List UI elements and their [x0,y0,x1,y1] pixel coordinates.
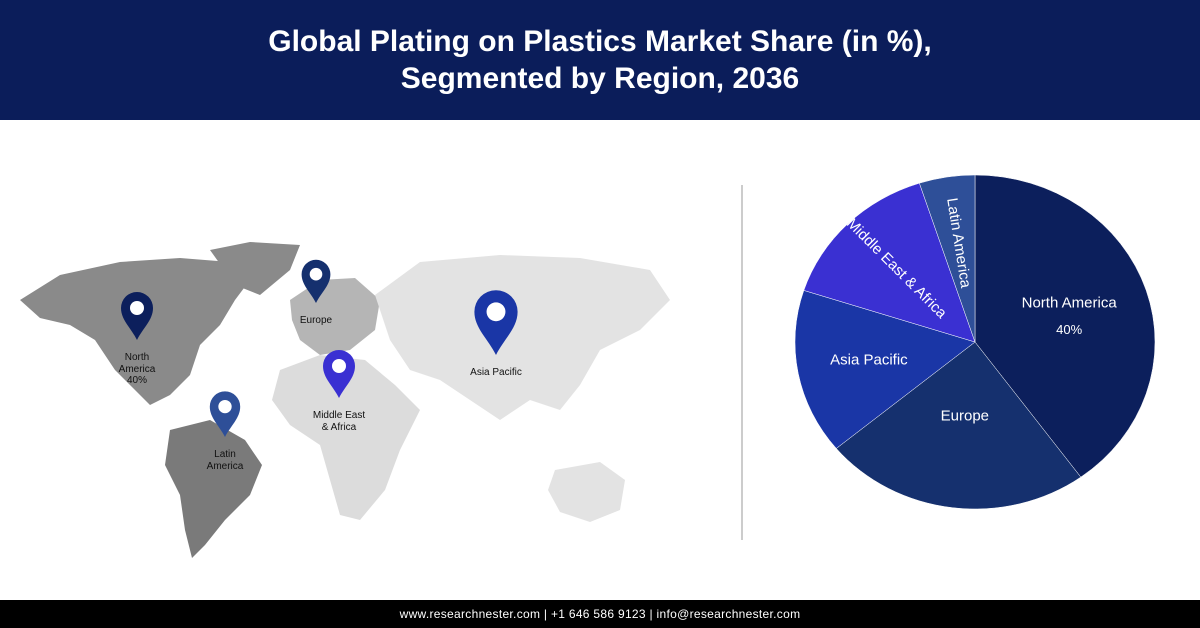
map-label-name: North America [118,352,156,375]
map-pin [209,391,241,437]
map-label-value: 40% [126,375,147,386]
map-pin-hole [486,302,506,322]
map-label: Europe [271,315,361,327]
world-map [20,242,670,558]
slice-label: Asia Pacific [830,352,908,369]
map-pin-hole [130,301,144,315]
map-australia [548,462,625,522]
chart-title: Global Plating on Plastics Market Share … [268,24,932,96]
slice-label: Europe [941,408,989,425]
map-greenland [210,242,300,295]
pie-slice [794,290,976,449]
map-pin-body [121,292,153,340]
map-pin-hole [332,359,346,373]
footer: www.researchnester.com | +1 646 586 9123… [0,600,1200,628]
map-label-name: Asia Pacific [470,367,522,378]
map-asia [375,255,670,420]
map-label: Asia Pacific [451,367,541,379]
map-pin [121,292,153,340]
map-pin [474,290,518,355]
map-pin [323,350,355,398]
pie-slice [919,174,976,343]
map-pin-hole [309,267,323,281]
map-label: Latin America [180,449,270,472]
pie-slice [835,341,1082,510]
map-label-name: Europe [299,315,333,326]
map-south-america [165,420,262,558]
map-pin-body [209,391,241,437]
map-label: Middle East & Africa [294,410,384,433]
map-europe [290,278,380,355]
pie-slice [974,174,1156,478]
map-label: North America 40% [92,352,182,387]
map-pin-body [474,290,518,355]
map-label-name: Latin America [206,449,244,472]
map-label-name: Middle East & Africa [312,410,366,433]
map-pin-body [323,350,355,398]
header: Global Plating on Plastics Market Share … [0,0,1200,120]
map-pin-hole [218,399,232,414]
map-africa [272,355,420,520]
slice-label: North America [1022,295,1118,312]
value-label: 40% [1056,322,1082,337]
map-pin [301,259,331,303]
pie-slice [803,182,976,343]
map-pin-body [301,259,331,303]
